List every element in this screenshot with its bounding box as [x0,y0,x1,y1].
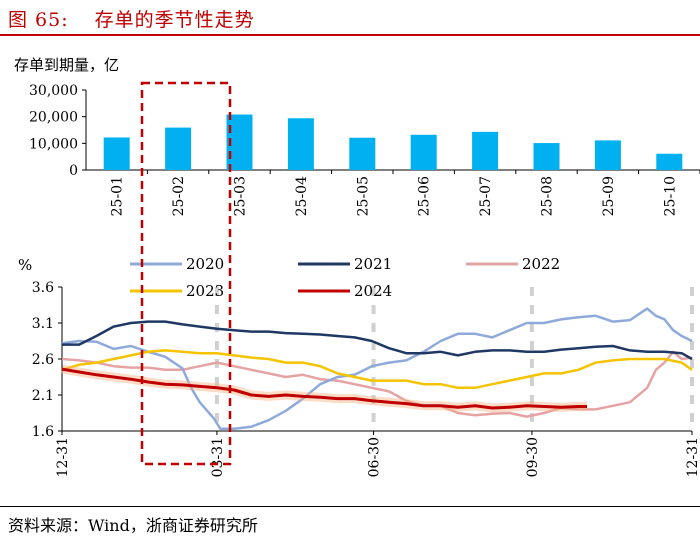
legend-label-2021: 2021 [354,255,392,273]
bar-x-tick-label: 25-05 [355,176,371,216]
legend-label-2024: 2024 [354,282,392,300]
line-x-tick-label: 03-31 [210,437,226,477]
bar-25-06 [410,134,437,170]
bar-x-tick-label: 25-02 [171,176,187,216]
legend-label-2023: 2023 [186,282,224,300]
bar-y-tick-label: 30,000 [29,83,78,99]
legend-label-2020: 2020 [186,255,224,273]
line-y-tick-label: 3.6 [32,280,54,296]
bar-y-tick-label: 10,000 [29,136,78,152]
bar-y-tick-label: 20,000 [29,110,78,126]
bar-x-tick-label: 25-08 [540,176,556,216]
legend-label-2022: 2022 [522,255,560,273]
series-2021-line [62,320,693,361]
line-y-tick-label: 1.6 [32,424,54,440]
line-x-tick-label: 06-30 [367,437,383,477]
bar-25-09 [594,140,621,170]
figure-number: 图 65: [8,9,69,31]
line-x-tick-label: 09-30 [525,437,541,477]
source-note: 资料来源：Wind，浙商证券研究所 [8,516,258,535]
bar-x-tick-label: 25-07 [478,176,494,216]
line-x-tick-label: 12-31 [685,437,700,477]
figure-title: 图 65: 存单的季节性走势 [8,6,255,34]
line-y-axis-label: % [18,256,32,274]
series-2023-line [61,349,693,390]
line-x-tick-label: 12-31 [55,437,71,477]
highlight-box [140,81,232,466]
bar-25-07 [472,131,499,170]
line-y-tick-label: 3.1 [32,316,54,332]
line-y-tick-label: 2.6 [32,352,54,368]
bottom-rule [0,506,700,507]
figure-caption: 存单的季节性走势 [94,9,255,31]
bar-y-tick-label: 0 [69,163,78,179]
bar-25-05 [349,137,376,170]
bar-x-tick-label: 25-10 [662,176,678,216]
series-2020-line [61,307,693,431]
bar-x-tick-label: 25-04 [294,176,310,216]
bar-25-01 [103,137,130,170]
bar-y-axis-label: 存单到期量，亿 [14,56,119,74]
series-2022-line [61,350,693,418]
bar-x-tick-label: 25-03 [233,176,249,216]
charts-canvas: 存单到期量，亿 30,000 20,000 10,000 0 25-01 25-02 25-0… [14,56,700,477]
bar-25-10 [656,153,683,170]
bar-x-tick-label: 25-06 [417,176,433,216]
bar-x-tick-label: 25-09 [601,176,617,216]
bar-25-08 [533,143,560,170]
bar-25-04 [287,118,314,170]
bar-25-02 [165,127,192,170]
bar-x-tick-label: 25-01 [110,176,126,216]
line-y-tick-label: 2.1 [32,388,54,404]
title-rule [0,34,700,36]
series-2024-line [61,367,587,410]
